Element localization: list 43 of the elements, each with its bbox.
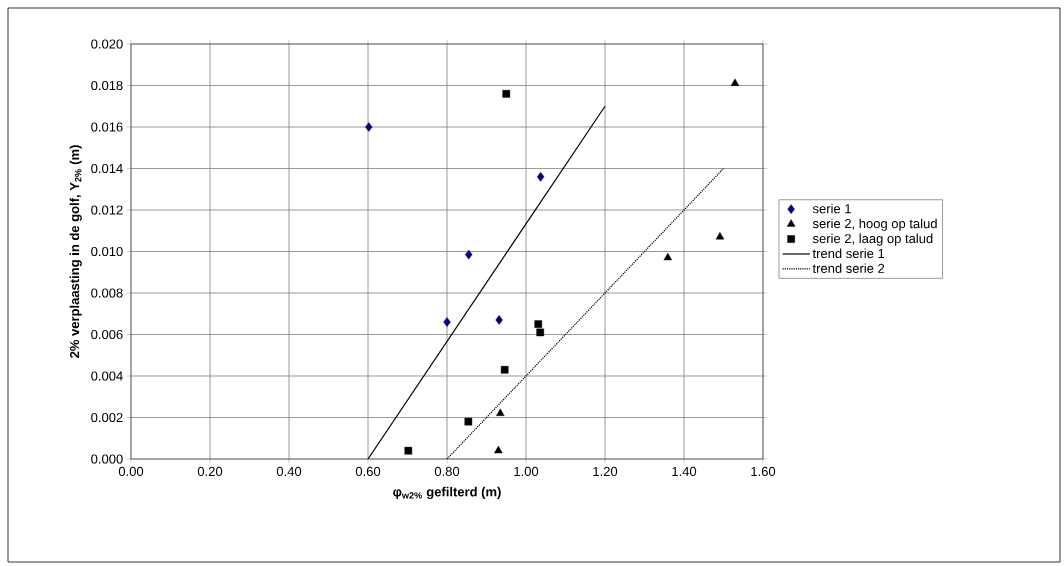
- point: [443, 317, 451, 327]
- point: [494, 445, 503, 454]
- point: [496, 408, 505, 416]
- point: [495, 315, 503, 325]
- point: [404, 446, 413, 455]
- point: [536, 172, 545, 182]
- y-axis-title: 2% verplaasting in de golf, Y$_{2%}$ (m): [69, 145, 82, 358]
- x-tick-label: 0.40: [276, 466, 302, 476]
- legend-label: trend serie 1: [812, 248, 885, 259]
- x-tick-label: 1.00: [514, 466, 539, 476]
- y-tick-label: 0.004: [91, 371, 123, 381]
- x-tick-label: 1.60: [751, 466, 776, 476]
- point: [464, 417, 473, 426]
- y-tick-label: 0.016: [91, 122, 123, 132]
- point: [502, 90, 511, 98]
- point: [715, 232, 725, 240]
- y-tick-label: 0.010: [91, 246, 123, 257]
- legend-label: serie 2, laag op talud: [812, 233, 933, 246]
- x-tick-label: 1.40: [672, 466, 697, 476]
- point: [536, 328, 545, 337]
- x-axis-title: φ$_{w2%}$ gefilterd (m): [393, 486, 501, 500]
- point: [500, 365, 509, 374]
- x-tick-label: 0.80: [434, 466, 460, 476]
- legend-label: serie 1: [812, 203, 851, 214]
- point: [465, 249, 473, 260]
- y-tick-label: 0.020: [91, 39, 123, 49]
- legend-label: trend serie 2: [812, 263, 885, 273]
- y-tick-label: 0.018: [91, 80, 123, 91]
- point: [534, 320, 543, 328]
- x-tick-label: 1.20: [593, 466, 618, 476]
- x-tick-label: 0.60: [355, 466, 381, 476]
- x-tick-label: 0.00: [118, 466, 144, 476]
- y-tick-label: 0.008: [91, 288, 123, 298]
- point: [663, 252, 672, 261]
- x-tick-label: 0.20: [197, 466, 223, 476]
- point: [365, 122, 373, 132]
- y-tick-label: 0.000: [91, 454, 123, 464]
- legend-label: serie 2, hoog op talud: [812, 218, 937, 231]
- point: [730, 78, 740, 86]
- y-tick-label: 0.014: [91, 163, 123, 174]
- y-tick-label: 0.002: [91, 412, 123, 423]
- y-tick-label: 0.006: [91, 329, 123, 340]
- y-tick-label: 0.012: [91, 205, 123, 215]
